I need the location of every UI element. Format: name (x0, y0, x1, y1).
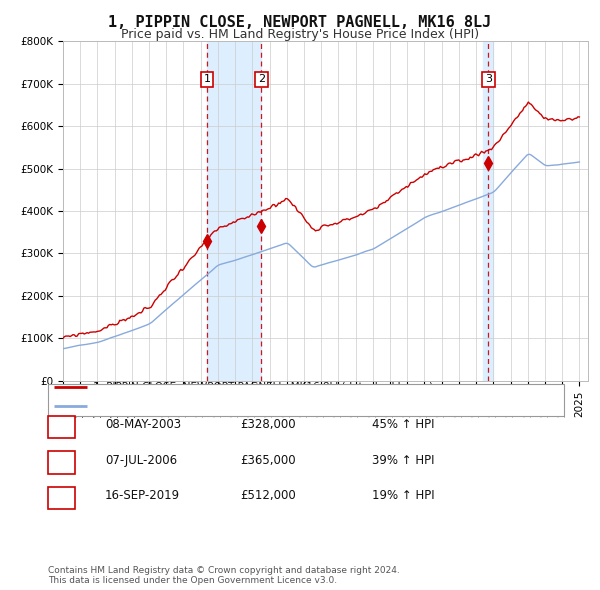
Text: 16-SEP-2019: 16-SEP-2019 (105, 489, 180, 502)
Text: 2: 2 (58, 456, 65, 469)
Text: £328,000: £328,000 (240, 418, 296, 431)
Text: Price paid vs. HM Land Registry's House Price Index (HPI): Price paid vs. HM Land Registry's House … (121, 28, 479, 41)
Text: 2: 2 (258, 74, 265, 84)
Text: £365,000: £365,000 (240, 454, 296, 467)
Bar (483, 41, 493, 381)
Text: 07-JUL-2006: 07-JUL-2006 (105, 454, 177, 467)
Text: 1, PIPPIN CLOSE, NEWPORT PAGNELL, MK16 8LJ (detached house): 1, PIPPIN CLOSE, NEWPORT PAGNELL, MK16 8… (93, 382, 433, 392)
Text: HPI: Average price, detached house, Milton Keynes: HPI: Average price, detached house, Milt… (93, 401, 358, 411)
Text: 1: 1 (58, 421, 65, 434)
Text: £512,000: £512,000 (240, 489, 296, 502)
Text: 3: 3 (485, 74, 492, 84)
Text: 45% ↑ HPI: 45% ↑ HPI (372, 418, 434, 431)
Text: 3: 3 (58, 491, 65, 504)
Bar (207, 41, 261, 381)
Text: 19% ↑ HPI: 19% ↑ HPI (372, 489, 434, 502)
Text: 39% ↑ HPI: 39% ↑ HPI (372, 454, 434, 467)
Text: Contains HM Land Registry data © Crown copyright and database right 2024.
This d: Contains HM Land Registry data © Crown c… (48, 566, 400, 585)
Text: 08-MAY-2003: 08-MAY-2003 (105, 418, 181, 431)
Text: 1, PIPPIN CLOSE, NEWPORT PAGNELL, MK16 8LJ: 1, PIPPIN CLOSE, NEWPORT PAGNELL, MK16 8… (109, 15, 491, 30)
Text: 1: 1 (203, 74, 211, 84)
